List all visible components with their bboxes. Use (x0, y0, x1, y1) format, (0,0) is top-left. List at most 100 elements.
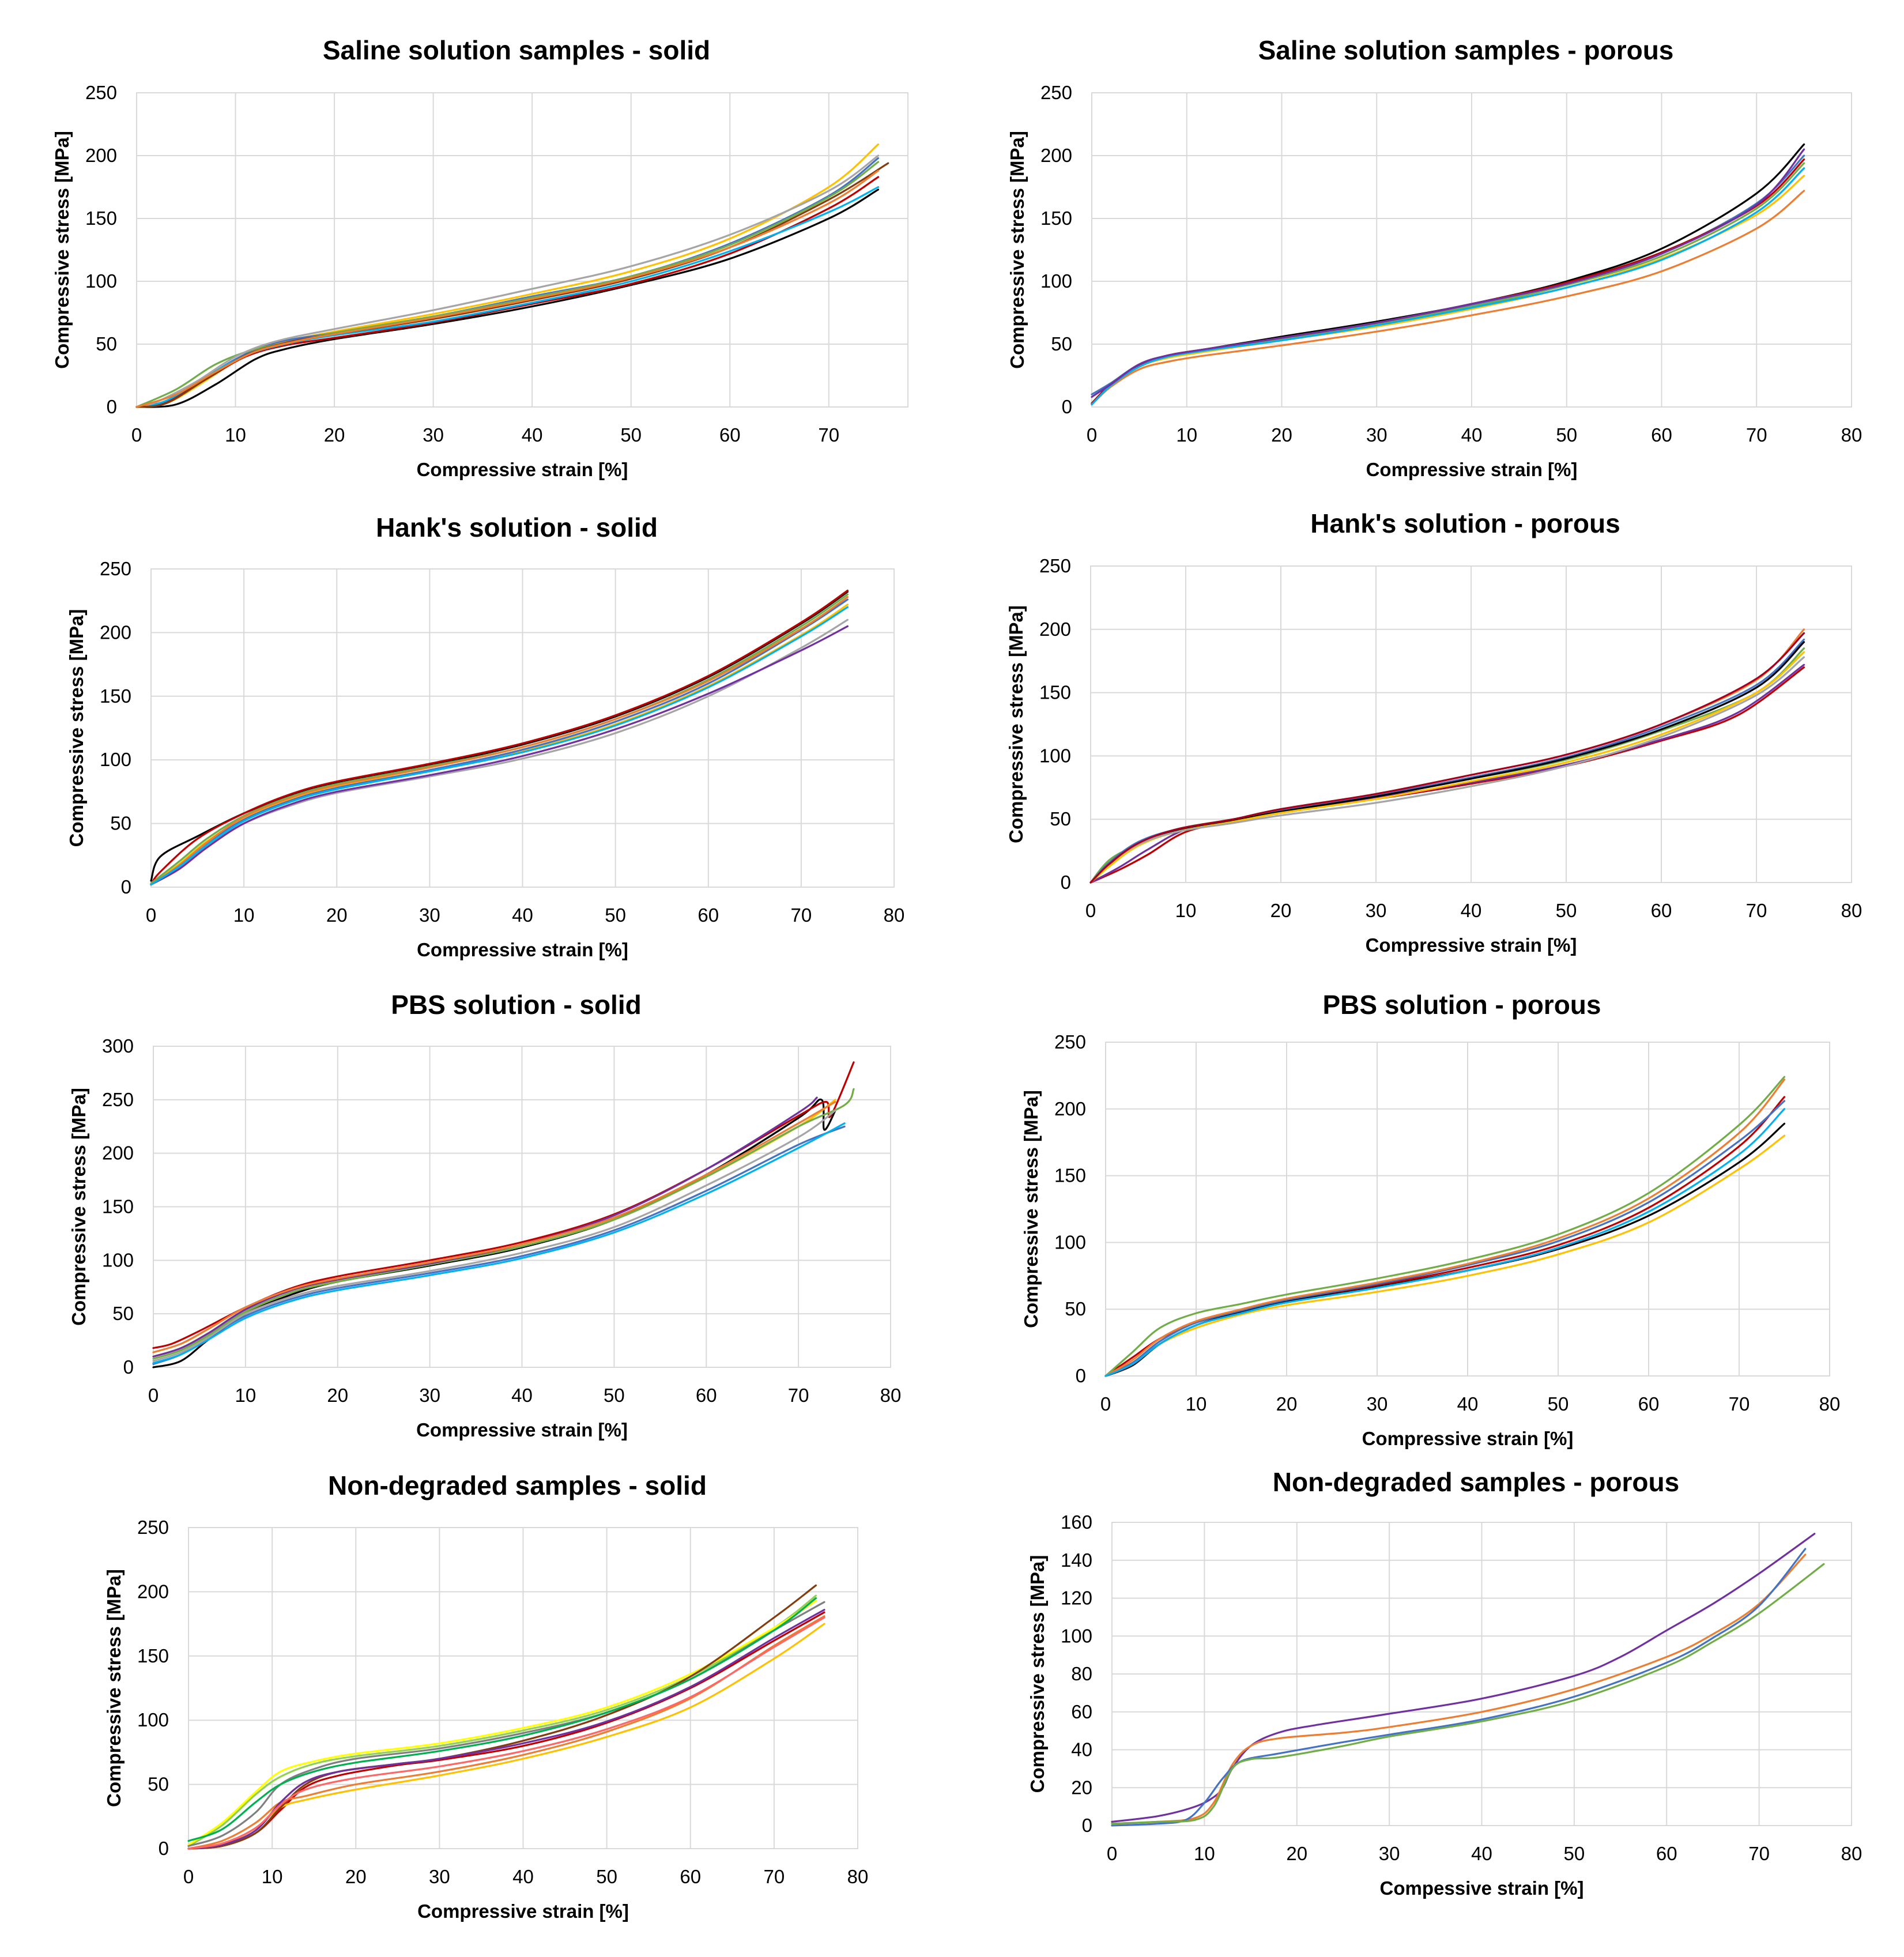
series-line-2 (1091, 190, 1805, 406)
y-tick-label: 200 (1039, 619, 1071, 640)
y-tick-label: 150 (1054, 1165, 1086, 1186)
series-line-9 (135, 169, 880, 408)
x-tick-label: 10 (1176, 424, 1197, 446)
series-line-3 (1089, 647, 1805, 884)
y-tick-label: 0 (121, 876, 131, 898)
series-line-8 (150, 596, 849, 886)
x-tick-label: 0 (1100, 1393, 1111, 1415)
x-tick-label: 0 (1107, 1843, 1117, 1864)
x-tick-label: 0 (1087, 424, 1097, 446)
series-line-2 (1089, 663, 1805, 884)
chart-pbs-solid: 0 50 100 150 200 250 300 0 10 20 30 40 50 60 70 80 PBS s… (68, 990, 901, 1441)
x-tick-label: 30 (419, 904, 440, 926)
y-tick-label: 200 (102, 1142, 134, 1164)
x-tick-label: 50 (1556, 424, 1577, 446)
x-tick-label: 70 (818, 424, 839, 446)
x-tick-label: 20 (324, 424, 345, 446)
series-line-4 (1089, 638, 1805, 884)
y-tick-label: 100 (1040, 270, 1072, 292)
series-line-4 (1111, 1563, 1825, 1825)
y-tick-label: 50 (1051, 333, 1072, 355)
x-tick-label: 80 (1819, 1393, 1841, 1415)
x-tick-label: 20 (326, 904, 348, 926)
y-tick-label: 250 (1040, 82, 1072, 103)
series-line-4 (1104, 1134, 1786, 1377)
y-axis-label: Compressive stress [MPa] (1006, 131, 1028, 369)
x-tick-label: 0 (183, 1866, 194, 1887)
series-line-7 (1104, 1108, 1786, 1377)
y-tick-label: 100 (137, 1709, 169, 1730)
series-line-3 (1091, 175, 1805, 406)
y-tick-label: 0 (107, 396, 117, 417)
series-line-1 (150, 591, 849, 882)
y-tick-label: 0 (1076, 1365, 1086, 1386)
x-tick-label: 80 (1841, 900, 1862, 921)
series-line-9 (1089, 632, 1805, 884)
y-axis-label: Compressive stress [MPa] (66, 609, 87, 847)
y-tick-label: 150 (102, 1196, 134, 1217)
y-tick-label: 160 (1061, 1511, 1092, 1533)
y-tick-label: 140 (1061, 1549, 1092, 1571)
chart-saline-porous: 0 50 100 150 200 250 0 10 20 30 40 50 60 70 80 Saline s… (1006, 35, 1862, 480)
x-tick-label: 50 (1556, 900, 1577, 921)
series-line-9 (152, 1109, 836, 1362)
y-tick-label: 80 (1071, 1663, 1092, 1684)
x-tick-label: 20 (327, 1385, 348, 1406)
y-tick-label: 0 (1061, 872, 1071, 893)
y-tick-label: 100 (1039, 745, 1071, 766)
x-tick-label: 70 (764, 1866, 785, 1887)
y-axis-label: Compressive stress [MPa] (51, 131, 73, 369)
y-axis-label: Compressive stress [MPa] (1020, 1090, 1042, 1328)
x-tick-label: 40 (1471, 1843, 1492, 1864)
x-tick-label: 10 (233, 904, 255, 926)
y-tick-label: 120 (1061, 1588, 1092, 1609)
x-tick-label: 20 (1276, 1393, 1298, 1415)
series-line-7 (1089, 651, 1805, 884)
x-tick-label: 80 (880, 1385, 902, 1406)
y-tick-label: 250 (1039, 555, 1071, 576)
x-tick-label: 70 (1746, 900, 1767, 921)
x-tick-label: 20 (1271, 424, 1292, 446)
x-tick-label: 20 (1286, 1843, 1307, 1864)
x-tick-label: 30 (1366, 424, 1388, 446)
series-line-2 (1111, 1553, 1807, 1825)
y-axis-label: Compressive stress [MPa] (103, 1569, 125, 1807)
series-line-5 (152, 1088, 855, 1360)
y-tick-label: 200 (137, 1581, 169, 1602)
x-tick-label: 40 (1457, 1393, 1479, 1415)
y-tick-label: 250 (137, 1517, 169, 1538)
x-axis-label: Compressive strain [%] (1366, 934, 1577, 956)
x-tick-label: 40 (522, 424, 543, 446)
x-tick-label: 70 (1748, 1843, 1770, 1864)
chart-title: Non-degraded samples - porous (1273, 1467, 1679, 1497)
y-tick-label: 50 (96, 333, 117, 355)
x-axis-label: Compressive strain [%] (417, 459, 628, 480)
y-tick-label: 200 (1040, 145, 1072, 166)
y-tick-label: 0 (159, 1838, 169, 1859)
chart-title: PBS solution - solid (391, 990, 641, 1020)
chart-title: Saline solution samples - porous (1258, 35, 1674, 65)
series-line-2 (150, 589, 849, 886)
x-tick-label: 50 (604, 1385, 625, 1406)
chart-hank-porous: 0 50 100 150 200 250 0 10 20 30 40 50 60 70 80 Hank's s… (1005, 508, 1862, 956)
x-tick-label: 60 (719, 424, 741, 446)
series-line-2 (1104, 1096, 1786, 1377)
x-tick-label: 70 (1729, 1393, 1750, 1415)
series-line-3 (150, 604, 849, 886)
y-tick-label: 150 (1039, 682, 1071, 703)
series-line-8 (187, 1597, 817, 1842)
y-tick-label: 250 (1054, 1031, 1086, 1053)
x-tick-label: 70 (1746, 424, 1767, 446)
x-tick-label: 10 (1194, 1843, 1215, 1864)
x-tick-label: 50 (605, 904, 626, 926)
x-tick-label: 10 (262, 1866, 283, 1887)
chart-title: Saline solution samples - solid (323, 35, 710, 65)
x-axis-label: Compessive strain [%] (1380, 1877, 1584, 1899)
y-tick-label: 0 (1082, 1815, 1092, 1836)
y-tick-label: 150 (100, 685, 131, 707)
series-line-5 (1089, 641, 1805, 884)
series-line-7 (150, 625, 849, 886)
x-tick-label: 60 (697, 904, 719, 926)
y-tick-label: 50 (1065, 1298, 1086, 1319)
